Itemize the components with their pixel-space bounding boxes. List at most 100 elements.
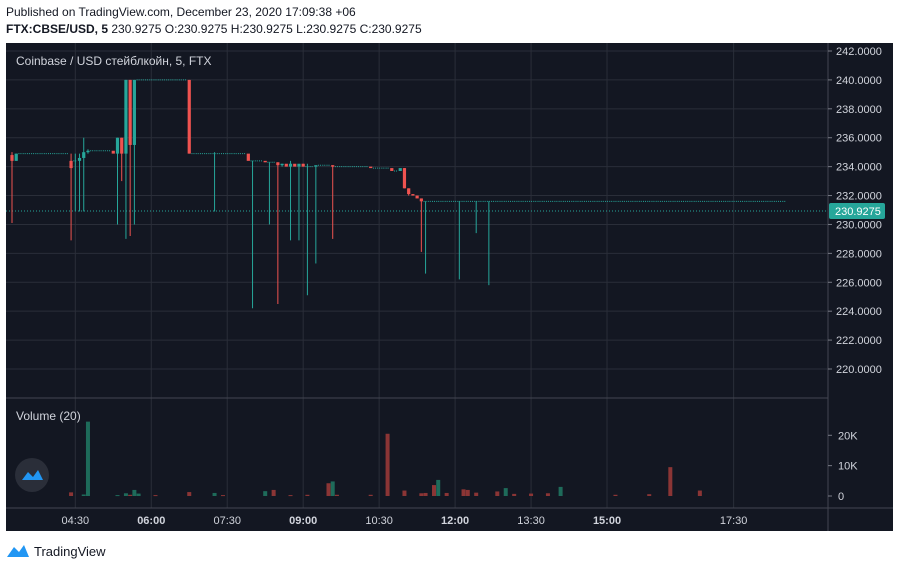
volume-bar [132, 489, 137, 496]
price-axis[interactable]: 220.0000 222.0000 224.0000 226.0000 228.0000… [828, 46, 882, 376]
volume-bar [187, 492, 192, 496]
candle [293, 163, 297, 167]
candle [120, 137, 124, 182]
candle [415, 195, 419, 199]
volume-legend[interactable]: Volume (20) [16, 409, 81, 423]
volume-tick-label: 0 [838, 491, 844, 503]
last-price-badge: 230.9275 [829, 203, 885, 220]
candle [402, 168, 407, 189]
candle [111, 150, 115, 154]
volume-tick-label: 10K [838, 461, 858, 473]
volume-axis[interactable]: 0 10K 20K [828, 430, 858, 503]
candle-body [390, 168, 394, 171]
time-tick-label: 09:00 [289, 515, 317, 527]
volume-bar [558, 486, 563, 496]
logo-circle [15, 458, 49, 492]
candle [212, 152, 217, 212]
candle-body [124, 79, 128, 154]
candle [314, 165, 318, 264]
volume-bar [512, 493, 517, 496]
volume-bar [465, 489, 470, 496]
chart-svg[interactable]: 220.0000 222.0000 224.0000 226.0000 228.0000… [6, 43, 893, 531]
candle [276, 162, 280, 304]
candle-body [284, 163, 288, 167]
candles-layer [10, 79, 787, 309]
volume-bar [697, 490, 702, 496]
candle-body [415, 195, 419, 199]
grid-lines [74, 43, 735, 508]
candle [423, 200, 428, 274]
volume-bar [432, 485, 436, 496]
volume-bar [503, 488, 508, 496]
volume-bar [423, 492, 428, 496]
candle [115, 137, 120, 225]
candle [419, 198, 423, 252]
volume-bar [545, 493, 550, 496]
price-tick-label: 220.0000 [836, 364, 882, 376]
candle-body [69, 160, 73, 169]
footer-brand[interactable]: TradingView [34, 543, 106, 559]
price-tick-label: 226.0000 [836, 277, 882, 289]
volume-bar [263, 491, 268, 496]
candle-body [132, 79, 136, 145]
volume-bar [334, 494, 339, 496]
price-tick-label: 222.0000 [836, 335, 882, 347]
volume-bar [81, 494, 86, 496]
published-caption: Published on TradingView.com, December 2… [6, 5, 356, 19]
chart-legend[interactable]: Coinbase / USD стейблкойн, 5, FTX [16, 54, 212, 68]
candle-body [314, 165, 318, 167]
candle-body [128, 79, 132, 145]
chart-container[interactable]: 220.0000 222.0000 224.0000 226.0000 228.0000… [6, 43, 893, 531]
symbol-ohlc-line: FTX:CBSE/USD, 5 230.9275 O:230.9275 H:23… [6, 22, 422, 36]
price-tick-label: 224.0000 [836, 306, 882, 318]
candle-body [411, 194, 415, 196]
candle-body [369, 166, 373, 169]
candle-body [407, 188, 411, 195]
volume-bar [115, 495, 120, 497]
symbol-label: FTX:CBSE/USD, 5 [6, 22, 109, 36]
candle [82, 137, 86, 212]
time-axis[interactable]: 04:30 06:00 07:30 09:00 10:30 12:00 13:30 15:00… [62, 515, 748, 527]
price-tick-label: 236.0000 [836, 133, 882, 145]
candle-body [120, 137, 124, 154]
candle-body [419, 198, 423, 202]
time-tick-label: 12:00 [441, 515, 469, 527]
candle [263, 160, 267, 163]
candle-body [14, 153, 18, 161]
volume-bar [385, 433, 390, 496]
candle-body [398, 168, 402, 171]
candle [187, 79, 191, 154]
volume-bar [495, 491, 500, 496]
logo-button[interactable] [15, 458, 49, 492]
tradingview-footer-icon [7, 545, 29, 557]
candle [301, 163, 305, 167]
volume-bar [153, 495, 158, 497]
candle [77, 153, 82, 212]
candle [411, 194, 415, 196]
candle [305, 163, 310, 296]
price-tick-label: 232.0000 [836, 191, 882, 203]
price-tick-label: 242.0000 [836, 46, 882, 58]
price-tick-label: 228.0000 [836, 248, 882, 260]
candle-body [111, 150, 115, 154]
candle [280, 163, 284, 167]
candle-body [331, 165, 335, 167]
volume-bar [85, 421, 90, 496]
volume-bar [305, 494, 310, 496]
candle [284, 163, 288, 167]
candle [14, 153, 18, 161]
candle [407, 188, 411, 196]
candle [246, 153, 250, 161]
candle-body [187, 79, 191, 154]
time-tick-label: 10:30 [365, 515, 393, 527]
candle [486, 200, 491, 286]
candle-body [82, 152, 86, 158]
candle [369, 166, 373, 169]
candle-body [288, 163, 293, 167]
candle-body [301, 163, 305, 167]
candle [128, 79, 132, 237]
volume-bar [128, 494, 133, 496]
last-price-badge-bg [829, 203, 885, 220]
candle-body [402, 168, 407, 189]
time-tick-label: 13:30 [517, 515, 545, 527]
